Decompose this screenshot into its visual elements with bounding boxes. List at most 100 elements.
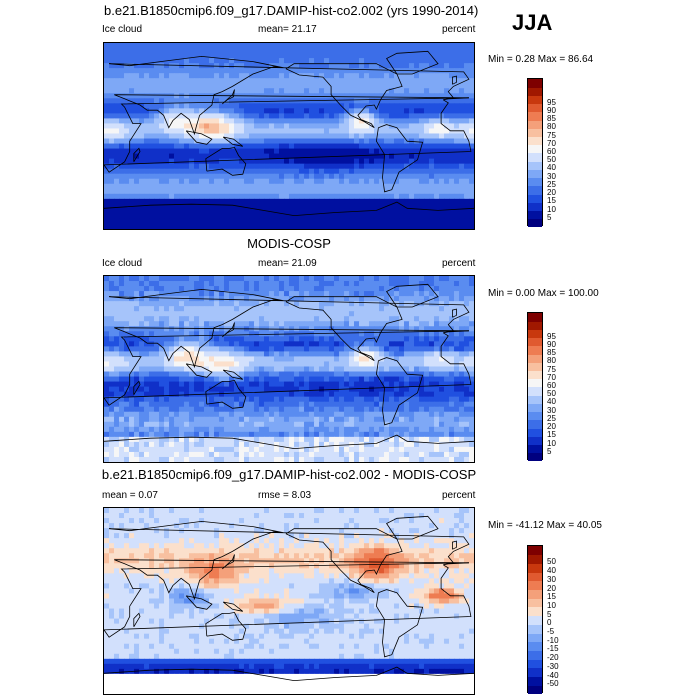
heatmap-cell bbox=[159, 143, 165, 150]
heatmap-cell bbox=[409, 351, 415, 358]
heatmap-cell bbox=[184, 158, 190, 165]
heatmap-cell bbox=[399, 276, 405, 282]
heatmap-cell bbox=[409, 223, 415, 229]
heatmap-cell bbox=[264, 321, 270, 327]
heatmap-cell bbox=[439, 291, 445, 297]
heatmap-cell bbox=[169, 336, 175, 342]
heatmap-cell bbox=[249, 198, 255, 205]
heatmap-cell bbox=[444, 53, 450, 59]
heatmap-cell bbox=[444, 118, 450, 125]
heatmap-cell bbox=[299, 83, 305, 89]
heatmap-cell bbox=[199, 83, 205, 89]
heatmap-cell bbox=[199, 88, 205, 94]
heatmap-cell bbox=[389, 193, 395, 200]
heatmap-cell bbox=[429, 158, 435, 165]
heatmap-cell bbox=[309, 188, 315, 195]
heatmap-cell bbox=[119, 371, 125, 378]
heatmap-cell bbox=[199, 198, 205, 205]
heatmap-cell bbox=[449, 193, 455, 200]
heatmap-cell bbox=[239, 366, 245, 373]
heatmap-cell bbox=[254, 48, 260, 54]
heatmap-cell bbox=[209, 381, 215, 388]
heatmap-cell bbox=[374, 311, 380, 317]
heatmap-cell bbox=[414, 306, 420, 312]
heatmap-cell bbox=[359, 173, 365, 180]
heatmap-cell bbox=[129, 406, 135, 413]
heatmap-cell bbox=[444, 138, 450, 145]
heatmap-cell bbox=[444, 88, 450, 94]
heatmap-cell bbox=[424, 311, 430, 317]
heatmap-cell bbox=[179, 108, 185, 114]
heatmap-cell bbox=[144, 361, 150, 368]
heatmap-cell bbox=[394, 416, 400, 423]
heatmap-cell bbox=[219, 336, 225, 342]
heatmap-cell bbox=[419, 406, 425, 413]
heatmap-cell bbox=[324, 396, 330, 403]
heatmap-cell bbox=[354, 193, 360, 200]
heatmap-cell bbox=[104, 381, 110, 388]
heatmap-cell bbox=[434, 396, 440, 403]
heatmap-cell bbox=[119, 58, 125, 64]
heatmap-cell bbox=[379, 301, 385, 307]
heatmap-cell bbox=[359, 178, 365, 185]
heatmap-cell bbox=[444, 223, 450, 229]
heatmap-cell bbox=[149, 386, 155, 393]
heatmap-cell bbox=[344, 63, 350, 69]
heatmap-cell bbox=[199, 48, 205, 54]
heatmap-cell bbox=[384, 276, 390, 282]
heatmap-cell bbox=[289, 128, 295, 135]
heatmap-cell bbox=[239, 381, 245, 388]
heatmap-cell bbox=[324, 331, 330, 337]
colorbar-tick-label: 40 bbox=[547, 163, 556, 173]
heatmap-cell bbox=[244, 53, 250, 59]
heatmap-cell bbox=[269, 103, 275, 109]
heatmap-cell bbox=[199, 213, 205, 220]
heatmap-cell bbox=[374, 301, 380, 307]
heatmap-cell bbox=[139, 306, 145, 312]
heatmap-cell bbox=[214, 78, 220, 84]
heatmap-cell bbox=[274, 361, 280, 368]
heatmap-cell bbox=[169, 286, 175, 292]
heatmap-cell bbox=[194, 401, 200, 408]
heatmap-cell bbox=[464, 143, 470, 150]
heatmap-cell bbox=[464, 286, 470, 292]
heatmap-cell bbox=[124, 336, 130, 342]
heatmap-cell bbox=[389, 133, 395, 140]
heatmap-cell bbox=[464, 173, 470, 180]
heatmap-cell bbox=[204, 286, 210, 292]
heatmap-cell bbox=[429, 173, 435, 180]
heatmap-cell bbox=[384, 103, 390, 109]
heatmap-cell bbox=[239, 118, 245, 125]
heatmap-cell bbox=[404, 213, 410, 220]
heatmap-cell bbox=[324, 123, 330, 130]
heatmap-cell bbox=[274, 133, 280, 140]
heatmap-cell bbox=[459, 138, 465, 145]
heatmap-cell bbox=[344, 168, 350, 175]
heatmap-cell bbox=[139, 133, 145, 140]
heatmap-cell bbox=[329, 203, 335, 210]
heatmap-cell bbox=[444, 311, 450, 317]
heatmap-cell bbox=[444, 133, 450, 140]
heatmap-cell bbox=[234, 63, 240, 69]
heatmap-cell bbox=[269, 173, 275, 180]
heatmap-cell bbox=[264, 208, 270, 215]
heatmap-cell bbox=[314, 361, 320, 368]
heatmap-cell bbox=[429, 356, 435, 363]
heatmap-cell bbox=[344, 133, 350, 140]
heatmap-cell bbox=[389, 183, 395, 190]
heatmap-cell bbox=[234, 361, 240, 368]
heatmap-cell bbox=[229, 78, 235, 84]
heatmap-cell bbox=[459, 128, 465, 135]
heatmap-cell bbox=[229, 188, 235, 195]
heatmap-cell bbox=[159, 168, 165, 175]
heatmap-cell bbox=[449, 311, 455, 317]
heatmap-cell bbox=[284, 158, 290, 165]
heatmap-cell bbox=[454, 143, 460, 150]
heatmap-cell bbox=[164, 48, 170, 54]
heatmap-cell bbox=[279, 148, 285, 155]
heatmap-cell bbox=[109, 361, 115, 368]
heatmap-cell bbox=[434, 311, 440, 317]
heatmap-cell bbox=[324, 286, 330, 292]
heatmap-cell bbox=[384, 193, 390, 200]
heatmap-cell bbox=[419, 296, 425, 302]
